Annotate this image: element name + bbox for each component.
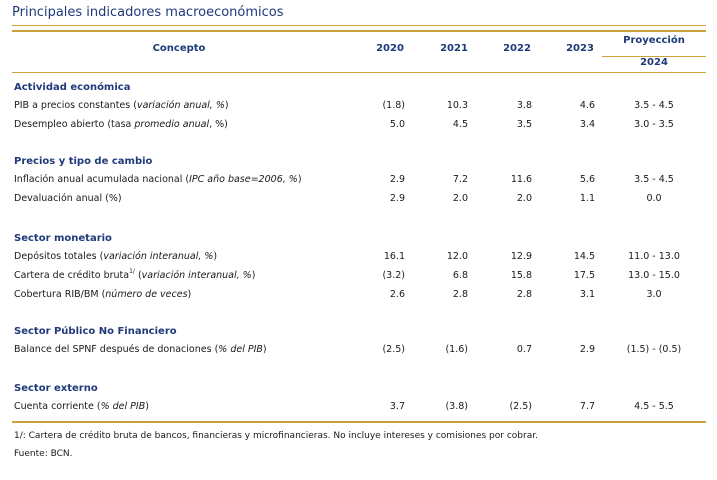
cell-2021: (1.6) xyxy=(445,344,468,355)
cell-2023: 5.6 xyxy=(579,174,595,185)
cell-proyeccion: 3.5 - 4.5 xyxy=(634,174,674,185)
cell-2022: (2.5) xyxy=(509,401,532,412)
cell-2020: 2.9 xyxy=(389,174,405,185)
cell-2023: 7.7 xyxy=(579,401,595,412)
cell-2020: 2.9 xyxy=(389,193,405,204)
footnote-source: Fuente: BCN. xyxy=(14,449,73,459)
cell-2021: 2.8 xyxy=(452,289,468,300)
cell-proyeccion: (1.5) - (0.5) xyxy=(626,344,682,355)
cell-2023: 2.9 xyxy=(579,344,595,355)
cell-2020: (1.8) xyxy=(382,100,405,111)
section-title: Sector monetario xyxy=(14,233,112,244)
table-row: Desempleo abierto (tasa promedio anual, … xyxy=(0,118,717,132)
section-title: Sector Público No Financiero xyxy=(14,326,177,337)
row-label: Desempleo abierto (tasa promedio anual, … xyxy=(14,119,228,130)
header-year-2021: 2021 xyxy=(440,43,468,54)
cell-2022: 3.8 xyxy=(516,100,532,111)
cell-proyeccion: 13.0 - 15.0 xyxy=(628,270,680,281)
row-label: Balance del SPNF después de donaciones (… xyxy=(14,344,267,355)
cell-2020: 16.1 xyxy=(383,251,405,262)
proyeccion-divider xyxy=(602,56,706,57)
row-label: PIB a precios constantes (variación anua… xyxy=(14,100,229,111)
table-row: Inflación anual acumulada nacional (IPC … xyxy=(0,173,717,187)
cell-2022: 15.8 xyxy=(510,270,532,281)
table-row: Depósitos totales (variación interanual,… xyxy=(0,250,717,264)
table-row: Cartera de crédito bruta1/ (variación in… xyxy=(0,269,717,283)
row-label: Inflación anual acumulada nacional (IPC … xyxy=(14,174,302,185)
row-label: Cobertura RIB/BM (número de veces) xyxy=(14,289,192,300)
cell-2021: 2.0 xyxy=(452,193,468,204)
header-year-2023: 2023 xyxy=(566,43,594,54)
footnote-1: 1/: Cartera de crédito bruta de bancos, … xyxy=(14,431,538,441)
row-label: Devaluación anual (%) xyxy=(14,193,122,204)
cell-proyeccion: 3.0 - 3.5 xyxy=(634,119,674,130)
header-proyeccion: Proyección xyxy=(623,35,685,46)
cell-2023: 3.4 xyxy=(579,119,595,130)
row-label: Depósitos totales (variación interanual,… xyxy=(14,251,218,262)
cell-2020: (3.2) xyxy=(382,270,405,281)
table-top-rule xyxy=(12,30,706,32)
section-title: Precios y tipo de cambio xyxy=(14,156,153,167)
cell-proyeccion: 0.0 xyxy=(646,193,662,204)
cell-2023: 1.1 xyxy=(579,193,595,204)
cell-2022: 12.9 xyxy=(510,251,532,262)
cell-2023: 14.5 xyxy=(573,251,595,262)
table-row: PIB a precios constantes (variación anua… xyxy=(0,99,717,113)
cell-2020: (2.5) xyxy=(382,344,405,355)
table-row: Devaluación anual (%) 2.9 2.0 2.0 1.1 0.0 xyxy=(0,192,717,206)
cell-proyeccion: 11.0 - 13.0 xyxy=(628,251,680,262)
cell-2020: 3.7 xyxy=(389,401,405,412)
cell-2021: 4.5 xyxy=(452,119,468,130)
cell-2022: 3.5 xyxy=(516,119,532,130)
header-year-2020: 2020 xyxy=(376,43,404,54)
page-title: Principales indicadores macroeconómicos xyxy=(12,5,284,20)
cell-2022: 2.0 xyxy=(516,193,532,204)
cell-proyeccion: 3.0 xyxy=(646,289,662,300)
row-label: Cartera de crédito bruta1/ (variación in… xyxy=(14,268,256,282)
cell-2023: 3.1 xyxy=(579,289,595,300)
header-proyeccion-year: 2024 xyxy=(640,57,668,68)
section-title: Sector externo xyxy=(14,383,98,394)
cell-2020: 5.0 xyxy=(389,119,405,130)
table-row: Balance del SPNF después de donaciones (… xyxy=(0,343,717,357)
cell-2021: 12.0 xyxy=(446,251,468,262)
table-bottom-rule xyxy=(12,421,706,423)
cell-2022: 11.6 xyxy=(510,174,532,185)
row-label: Cuenta corriente (% del PIB) xyxy=(14,401,149,412)
cell-2023: 17.5 xyxy=(573,270,595,281)
table-row: Cobertura RIB/BM (número de veces) 2.6 2.8… xyxy=(0,288,717,302)
cell-2023: 4.6 xyxy=(579,100,595,111)
cell-2020: 2.6 xyxy=(389,289,405,300)
cell-2021: (3.8) xyxy=(445,401,468,412)
title-divider xyxy=(12,25,706,26)
header-year-2022: 2022 xyxy=(503,43,531,54)
section-title: Actividad económica xyxy=(14,82,131,93)
table-row: Cuenta corriente (% del PIB) 3.7 (3.8) (2.5… xyxy=(0,400,717,414)
cell-proyeccion: 4.5 - 5.5 xyxy=(634,401,674,412)
cell-2022: 0.7 xyxy=(516,344,532,355)
cell-proyeccion: 3.5 - 4.5 xyxy=(634,100,674,111)
header-concepto: Concepto xyxy=(152,43,206,54)
cell-2021: 7.2 xyxy=(452,174,468,185)
cell-2021: 10.3 xyxy=(446,100,468,111)
header-bottom-rule xyxy=(12,72,706,73)
cell-2022: 2.8 xyxy=(516,289,532,300)
cell-2021: 6.8 xyxy=(452,270,468,281)
